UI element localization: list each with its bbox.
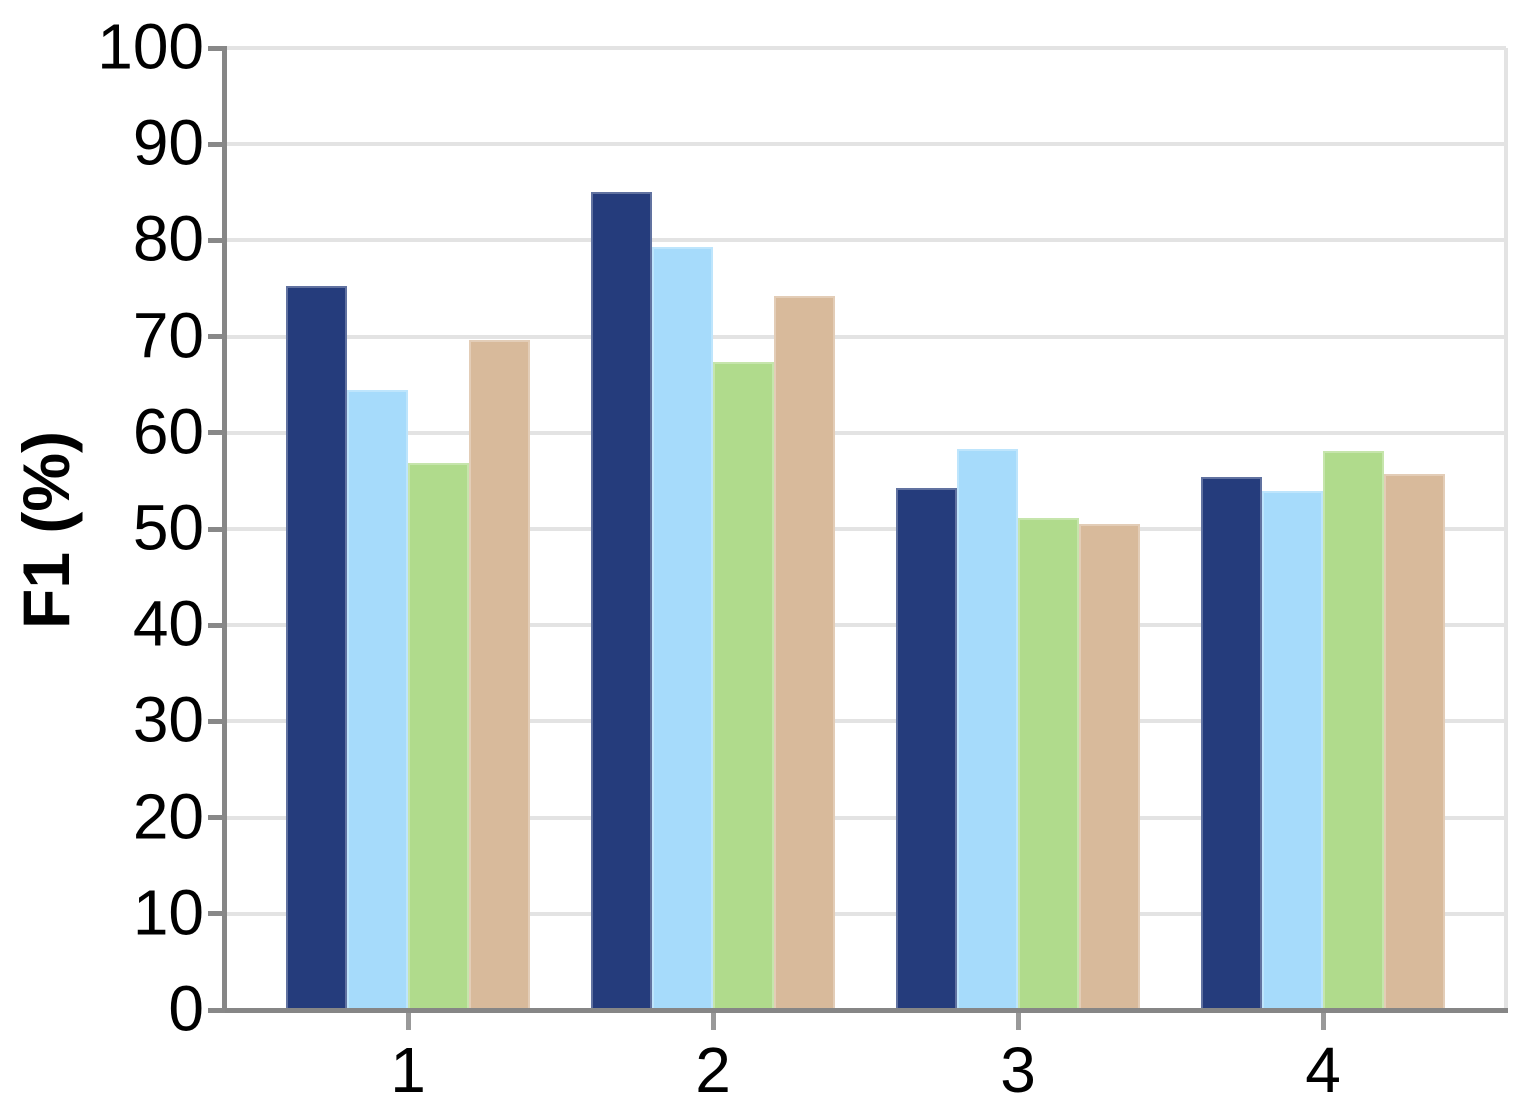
y-tick-label-20: 20: [132, 780, 204, 853]
bar-series-green-group-3: [1018, 518, 1079, 1010]
gridline-40: [225, 623, 1506, 628]
bar-series-lightblue-group-4: [1262, 490, 1323, 1010]
x-tick-label-1: 1: [390, 1034, 426, 1106]
gridline-60: [225, 430, 1506, 435]
y-tick-label-40: 40: [132, 587, 204, 660]
x-axis-spine: [222, 1008, 1508, 1013]
gridline-70: [225, 334, 1506, 339]
y-tick-mark-70: [208, 334, 225, 340]
y-tick-label-50: 50: [132, 491, 204, 564]
y-tick-mark-40: [208, 622, 225, 628]
y-tick-label-100: 100: [97, 10, 204, 83]
gridline-10: [225, 911, 1506, 916]
x-tick-mark-4: [1320, 1013, 1326, 1030]
gridline-20: [225, 815, 1506, 820]
bar-series-tan-group-1: [469, 340, 530, 1010]
y-tick-mark-50: [208, 526, 225, 532]
x-tick-mark-1: [405, 1013, 411, 1030]
y-tick-mark-0: [208, 1007, 225, 1013]
bar-series-navy-group-3: [896, 487, 957, 1010]
gridline-30: [225, 719, 1506, 724]
y-tick-mark-20: [208, 815, 225, 821]
bar-series-lightblue-group-1: [347, 390, 408, 1010]
bar-series-lightblue-group-2: [652, 247, 713, 1010]
y-tick-label-90: 90: [132, 106, 204, 179]
y-tick-mark-10: [208, 911, 225, 917]
bar-series-tan-group-2: [774, 296, 835, 1010]
y-tick-label-0: 0: [168, 972, 204, 1045]
y-tick-mark-90: [208, 141, 225, 147]
bar-series-green-group-4: [1323, 451, 1384, 1010]
y-tick-label-60: 60: [132, 395, 204, 468]
bar-series-lightblue-group-3: [957, 449, 1018, 1010]
gridline-90: [225, 142, 1506, 147]
y-tick-mark-80: [208, 237, 225, 243]
y-tick-label-10: 10: [132, 876, 204, 949]
x-tick-mark-3: [1015, 1013, 1021, 1030]
x-tick-label-2: 2: [695, 1034, 731, 1106]
x-tick-label-3: 3: [1000, 1034, 1036, 1106]
gridline-80: [225, 238, 1506, 243]
bar-series-navy-group-4: [1201, 477, 1262, 1010]
right-spine: [1504, 48, 1508, 1010]
bar-series-navy-group-1: [286, 285, 347, 1010]
y-tick-label-30: 30: [132, 684, 204, 757]
y-tick-mark-60: [208, 430, 225, 436]
bar-series-navy-group-2: [591, 192, 652, 1010]
y-tick-mark-30: [208, 718, 225, 724]
gridline-100: [225, 46, 1506, 50]
x-tick-mark-2: [710, 1013, 716, 1030]
bar-series-tan-group-3: [1079, 524, 1140, 1010]
y-tick-label-80: 80: [132, 203, 204, 276]
bar-series-tan-group-4: [1384, 474, 1445, 1010]
bar-series-green-group-2: [713, 361, 774, 1010]
x-tick-label-4: 4: [1305, 1034, 1341, 1106]
bar-series-green-group-1: [408, 462, 469, 1010]
y-tick-mark-100: [208, 45, 225, 51]
y-tick-label-70: 70: [132, 299, 204, 372]
gridline-50: [225, 527, 1506, 531]
